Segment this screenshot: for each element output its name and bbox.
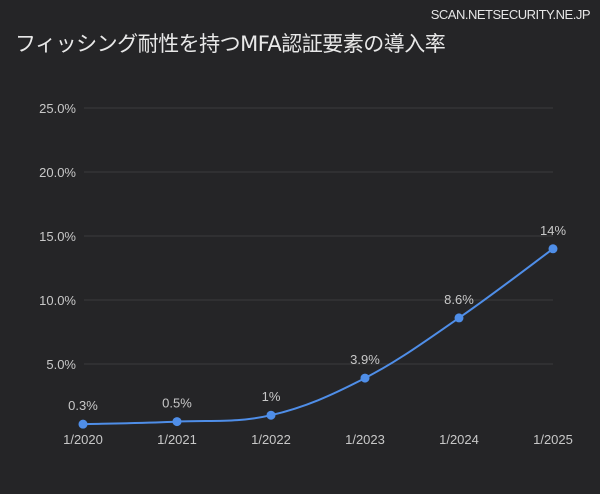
x-tick-label: 1/2022: [251, 432, 291, 447]
data-point: [266, 410, 276, 420]
data-label: 8.6%: [444, 292, 474, 307]
y-tick-label: 25.0%: [39, 101, 76, 116]
data-point: [172, 417, 182, 427]
x-tick-label: 1/2023: [345, 432, 385, 447]
data-point: [454, 313, 464, 323]
data-label: 1%: [262, 389, 281, 404]
y-tick-label: 5.0%: [46, 357, 76, 372]
watermark: SCAN.NETSECURITY.NE.JP: [430, 7, 591, 22]
data-label: 0.5%: [162, 396, 192, 411]
chart-title: フィッシング耐性を持つMFA認証要素の導入率: [15, 32, 446, 56]
data-label: 0.3%: [68, 398, 98, 413]
x-tick-label: 1/2020: [63, 432, 103, 447]
y-tick-label: 15.0%: [39, 229, 76, 244]
data-label: 14%: [540, 223, 566, 238]
data-point: [360, 373, 370, 383]
data-point: [78, 419, 88, 429]
series-line: [82, 247, 554, 426]
x-tick-label: 1/2024: [439, 432, 479, 447]
data-point: [548, 244, 558, 254]
x-tick-label: 1/2025: [533, 432, 573, 447]
y-tick-label: 20.0%: [39, 165, 76, 180]
x-tick-label: 1/2021: [157, 432, 197, 447]
data-label: 3.9%: [350, 352, 380, 367]
y-tick-label: 10.0%: [39, 293, 76, 308]
